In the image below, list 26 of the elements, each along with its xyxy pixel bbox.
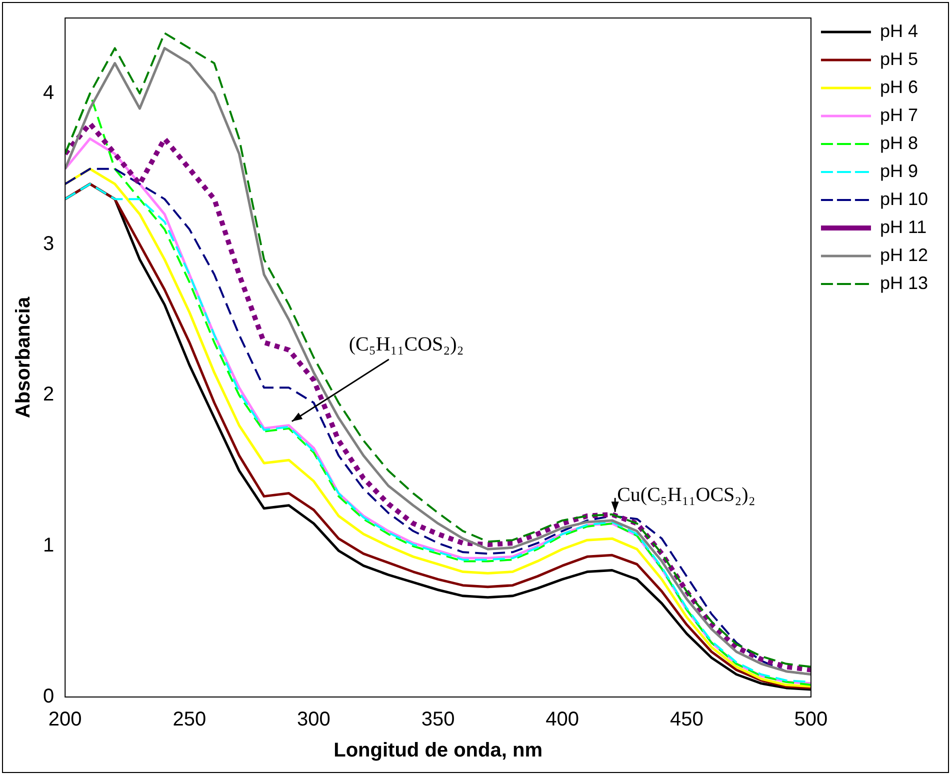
legend-label: pH 12 <box>880 244 928 265</box>
y-tick-label: 4 <box>43 82 54 104</box>
legend-label: pH 11 <box>880 216 927 237</box>
x-tick-label: 450 <box>670 708 704 731</box>
legend-label: pH 7 <box>880 104 918 125</box>
annotation: (C₅H₁₁COS₂)₂ <box>348 334 464 356</box>
x-tick-label: 200 <box>48 708 82 731</box>
y-tick-label: 2 <box>43 384 54 406</box>
legend-label: pH 4 <box>880 20 918 41</box>
y-tick-label: 0 <box>43 686 54 708</box>
y-axis-title: Absorbancia <box>12 296 35 418</box>
legend-label: pH 6 <box>880 76 918 97</box>
y-tick-label: 1 <box>43 534 54 557</box>
y-tick-label: 3 <box>43 232 54 255</box>
legend-label: pH 8 <box>880 132 918 153</box>
legend-label: pH 9 <box>880 160 918 181</box>
legend-label: pH 5 <box>880 48 918 69</box>
legend-label: pH 10 <box>880 188 928 209</box>
x-tick-label: 300 <box>297 708 330 731</box>
x-axis-title: Longitud de onda, nm <box>334 740 542 762</box>
x-tick-label: 250 <box>172 708 206 731</box>
x-tick-label: 400 <box>546 708 580 731</box>
legend-label: pH 13 <box>880 272 928 293</box>
x-tick-label: 350 <box>421 708 455 731</box>
annotation: Cu(C₅H₁₁OCS₂)₂ <box>617 484 756 506</box>
x-tick-label: 500 <box>794 708 828 731</box>
